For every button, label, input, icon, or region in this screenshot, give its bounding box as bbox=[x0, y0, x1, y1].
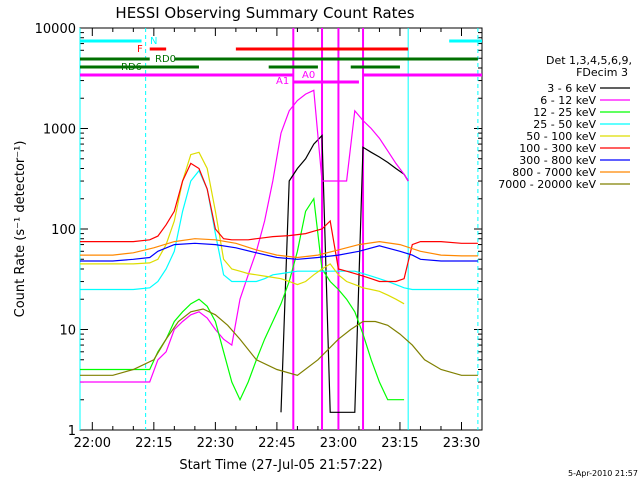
y-tick-label: 1000 bbox=[43, 123, 76, 138]
series-line bbox=[80, 169, 478, 291]
flag-bar-label: N bbox=[150, 36, 157, 47]
series-line bbox=[80, 308, 478, 376]
series-line bbox=[80, 196, 405, 402]
footer-timestamp: 5-Apr-2010 21:57 bbox=[568, 469, 638, 478]
legend-entry-label: 300 - 800 keV bbox=[519, 154, 596, 167]
legend-header-line-2: FDecim 3 bbox=[576, 66, 628, 79]
legend-entry-label: 12 - 25 keV bbox=[533, 106, 596, 119]
flag-bar-label: F bbox=[137, 44, 143, 55]
y-tick-label: 100 bbox=[51, 223, 76, 238]
flag-bar-label: RD6 bbox=[121, 62, 142, 73]
y-tick-label: 10 bbox=[59, 324, 76, 339]
flag-bar-label: RD0 bbox=[155, 54, 176, 65]
x-tick-label: 23:30 bbox=[443, 436, 480, 451]
tick-layer: 22:00 22:15 22:30 22:45 23:00 23:15 23:30 1 10 10… bbox=[35, 22, 483, 451]
y-axis-label: Count Rate (s⁻¹ detector⁻¹) bbox=[13, 141, 28, 318]
series-line bbox=[80, 89, 409, 383]
flag-bar-label: A1 bbox=[276, 76, 289, 87]
x-tick-label: 23:15 bbox=[381, 436, 418, 451]
chart-title: HESSI Observing Summary Count Rates bbox=[115, 4, 414, 22]
legend-entry-label: 800 - 7000 keV bbox=[512, 166, 596, 179]
series-line bbox=[280, 134, 409, 413]
x-tick-label: 23:00 bbox=[320, 436, 357, 451]
legend-header-line-1: Det 1,3,4,5,6,9, bbox=[546, 54, 632, 67]
series-layer bbox=[80, 89, 478, 413]
legend-entry-label: 100 - 300 keV bbox=[519, 142, 596, 155]
x-tick-label: 22:15 bbox=[135, 436, 172, 451]
flag-bar-layer: NF RD0 RD6 A1 A0 bbox=[80, 36, 482, 87]
legend-entry-label: 6 - 12 keV bbox=[540, 94, 596, 107]
legend-entry-label: 3 - 6 keV bbox=[547, 82, 596, 95]
x-axis-label: Start Time (27-Jul-05 21:57:22) bbox=[179, 458, 382, 473]
x-tick-label: 22:30 bbox=[197, 436, 234, 451]
x-tick-label: 22:45 bbox=[258, 436, 295, 451]
y-tick-label: 1 bbox=[68, 424, 76, 439]
series-line bbox=[80, 238, 478, 259]
y-tick-label: 10000 bbox=[35, 22, 76, 37]
flag-bar-label: A0 bbox=[302, 70, 315, 81]
legend-entry-label: 7000 - 20000 keV bbox=[498, 178, 596, 191]
legend-entry-label: 25 - 50 keV bbox=[533, 118, 596, 131]
series-line bbox=[80, 242, 478, 262]
series-line bbox=[80, 151, 405, 305]
legend-entry-label: 50 - 100 keV bbox=[526, 130, 596, 143]
x-tick-label: 22:00 bbox=[74, 436, 111, 451]
series-line bbox=[80, 162, 478, 283]
